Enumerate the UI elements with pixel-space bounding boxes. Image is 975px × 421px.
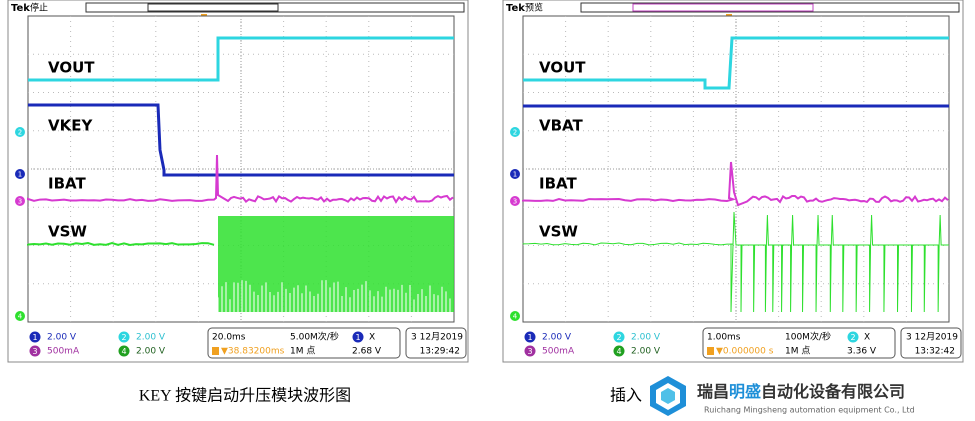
readout-box xyxy=(207,327,401,359)
channel-marker xyxy=(510,196,520,206)
record-length: 1M 点 xyxy=(785,346,810,357)
trigger-source-badge xyxy=(847,331,859,343)
channel-scale: 2.00 V xyxy=(136,347,166,357)
status: 停止 xyxy=(30,2,48,14)
trace-label: IBAT xyxy=(48,175,86,193)
channel-marker xyxy=(15,127,25,137)
channel-marker-id: 2 xyxy=(513,129,517,137)
timebase: 20.0ms xyxy=(212,333,246,343)
channel-badge xyxy=(524,331,536,343)
clock: 13:32:42 xyxy=(915,347,955,357)
trigger-level: 3.36 V xyxy=(847,347,877,357)
channel-marker xyxy=(15,196,25,206)
channel-badge xyxy=(118,331,130,343)
channel-scale: 2.00 V xyxy=(136,333,166,343)
brand: Tek xyxy=(506,3,525,14)
trigger-source: 2 xyxy=(850,333,855,342)
channel-scale: 2.00 V xyxy=(542,333,572,343)
channel-marker-id: 4 xyxy=(513,313,518,321)
oscilloscope: Tek 停止 VOUT VKEY IBAT VSW 2 1 3 4 1 2.00 V 2 2.00 V 3 5… xyxy=(7,0,469,363)
channel-marker xyxy=(510,127,520,137)
trigger-level: 2.68 V xyxy=(352,347,382,357)
trace-label: VSW xyxy=(48,223,87,241)
channel-scale: 2.00 V xyxy=(47,333,77,343)
caption: 插入 xyxy=(610,387,642,405)
channel-badge xyxy=(118,345,130,357)
date: 3 12月2019 xyxy=(411,332,463,343)
trigger-slope: X xyxy=(864,333,870,343)
logo-icon xyxy=(650,376,686,416)
trace-label: VSW xyxy=(539,223,578,241)
channel-marker-id: 3 xyxy=(18,198,22,206)
channel-marker-id: 2 xyxy=(18,129,22,137)
channel-badge xyxy=(524,345,536,357)
channel-id: 2 xyxy=(616,333,621,342)
channel-badge xyxy=(29,345,41,357)
sample-rate: 5.00M次/秒 xyxy=(290,331,339,343)
record-window xyxy=(632,3,814,12)
channel-marker-id: 1 xyxy=(513,171,517,179)
waveform xyxy=(523,36,949,90)
switching-band xyxy=(218,216,454,312)
status: 预览 xyxy=(525,2,543,14)
channel-id: 1 xyxy=(32,333,37,342)
channel-scale: 500mA xyxy=(47,347,80,357)
channel-scale: 2.00 V xyxy=(631,333,661,343)
waveform xyxy=(28,103,454,177)
channel-marker-id: 3 xyxy=(513,198,517,206)
timebase: 1.00ms xyxy=(707,333,741,343)
brand: Tek xyxy=(11,3,30,14)
logo-english: Ruichang Mingsheng automation equipment … xyxy=(704,406,915,415)
trace-label: VBAT xyxy=(539,117,583,135)
readout-box xyxy=(900,327,962,359)
trigger-position: ▼38.83200ms xyxy=(221,347,285,357)
channel-marker xyxy=(510,311,520,321)
record-length: 1M 点 xyxy=(290,346,315,357)
waveform xyxy=(522,161,949,207)
channel-marker xyxy=(15,169,25,179)
trace-label: IBAT xyxy=(539,175,577,193)
trigger-icon xyxy=(707,347,714,355)
trigger-slope: X xyxy=(369,333,375,343)
channel-id: 1 xyxy=(527,333,532,342)
channel-id: 3 xyxy=(527,347,532,356)
date: 3 12月2019 xyxy=(906,332,958,343)
readout-box xyxy=(405,327,467,359)
channel-marker xyxy=(15,311,25,321)
trigger-icon xyxy=(212,347,219,355)
channel-id: 3 xyxy=(32,347,37,356)
channel-marker xyxy=(510,169,520,179)
oscilloscope: Tek 预览 VOUT VBAT IBAT VSW 2 1 3 4 1 2.00 V 2 2.00 V 3 5… xyxy=(502,0,964,363)
waveform xyxy=(28,36,454,82)
trace-label: VOUT xyxy=(48,59,95,77)
channel-scale: 500mA xyxy=(542,347,575,357)
record-bar xyxy=(580,2,960,13)
channel-marker-id: 4 xyxy=(18,313,23,321)
trace-label: VKEY xyxy=(48,117,93,135)
record-window xyxy=(147,3,279,12)
channel-badge xyxy=(29,331,41,343)
waveform xyxy=(522,211,949,313)
channel-id: 4 xyxy=(121,347,126,356)
waveform xyxy=(27,154,454,204)
trigger-source-badge xyxy=(352,331,364,343)
caption: KEY 按键启动升压模块波形图 xyxy=(139,387,351,405)
readout-box xyxy=(702,327,896,359)
channel-scale: 2.00 V xyxy=(631,347,661,357)
channel-badge xyxy=(613,345,625,357)
channel-id: 4 xyxy=(616,347,621,356)
channel-badge xyxy=(613,331,625,343)
waveform xyxy=(27,241,215,246)
sample-rate: 100M次/秒 xyxy=(785,331,831,343)
clock: 13:29:42 xyxy=(420,347,460,357)
record-bar xyxy=(85,2,465,13)
logo-text: 瑞昌明盛自动化设备有限公司 xyxy=(697,382,905,401)
trigger-source: 1 xyxy=(355,333,360,342)
channel-marker-id: 1 xyxy=(18,171,22,179)
trigger-position: ▼0.000000 s xyxy=(716,347,774,357)
trace-label: VOUT xyxy=(539,59,586,77)
channel-id: 2 xyxy=(121,333,126,342)
